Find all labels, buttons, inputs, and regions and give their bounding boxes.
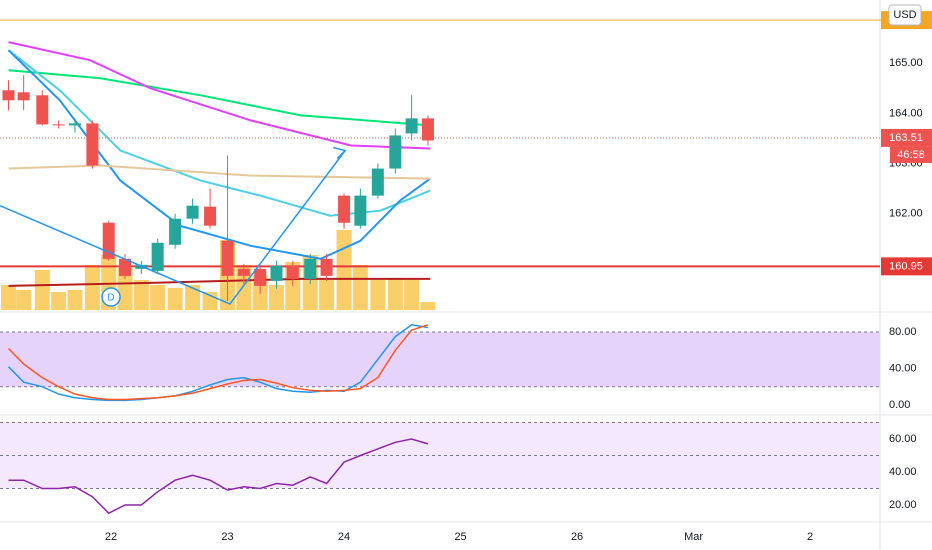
currency-label[interactable]: USD <box>893 9 916 21</box>
currency-box[interactable] <box>888 4 922 26</box>
volume-bar <box>34 270 50 310</box>
candle-body <box>371 168 384 196</box>
candle-body <box>421 118 434 141</box>
moving-average <box>8 277 431 287</box>
candle-body <box>270 265 283 281</box>
candle-body <box>320 258 333 276</box>
candle-body <box>304 258 317 279</box>
y-tick-label: 40.00 <box>889 466 917 478</box>
level-label: 160.95 <box>889 260 923 272</box>
volume-bar <box>84 265 100 310</box>
volume-bar <box>117 268 133 310</box>
candle-body <box>389 135 402 169</box>
dividend-badge <box>101 287 121 307</box>
last-price-label: 163.51 <box>889 132 923 144</box>
moving-average <box>7 49 431 217</box>
last-price-tag <box>881 128 932 147</box>
moving-average <box>8 164 431 180</box>
volume-bar <box>319 280 335 310</box>
countdown-tag <box>890 146 932 163</box>
y-tick-label: 40.00 <box>889 362 917 374</box>
y-tick-label: 0.00 <box>889 399 910 411</box>
y-tick-label: 165.00 <box>889 57 923 69</box>
volume-bar <box>51 292 67 310</box>
candle-body <box>68 123 81 126</box>
trend-drawing <box>0 150 346 305</box>
y-tick-label: 80.00 <box>889 326 917 338</box>
x-tick-label: 25 <box>454 531 466 543</box>
y-tick-label: 60.00 <box>889 433 917 445</box>
arrow-head <box>333 146 347 160</box>
volume-bar <box>133 280 149 310</box>
volume-bar <box>1 285 17 310</box>
candle-body <box>237 268 250 276</box>
candle-body <box>169 218 182 245</box>
candle-body <box>119 258 132 276</box>
dividend-badge-label: D <box>107 293 114 304</box>
candle-body <box>186 205 199 219</box>
countdown-label: 46:58 <box>897 149 925 161</box>
volume-bar <box>185 285 201 310</box>
candle-body <box>204 206 217 226</box>
moving-average <box>8 41 431 150</box>
volume-bar <box>352 265 368 310</box>
plot-layer: 22 23 24 25 26 Mar 2160.95162.00163.00164.0016… <box>0 11 932 543</box>
candle-body <box>102 222 115 259</box>
candle-body <box>286 265 299 279</box>
x-tick-label: 22 <box>105 531 117 543</box>
y-tick-label: 20.00 <box>889 499 917 511</box>
candle-body <box>405 118 418 134</box>
candle-body <box>354 195 367 226</box>
oscillator-line <box>8 438 429 515</box>
volume-bar <box>404 280 420 310</box>
moving-average <box>8 69 431 127</box>
moving-average <box>7 49 431 260</box>
candle-body <box>151 242 164 271</box>
x-tick-label: 2 <box>807 531 813 543</box>
candle-body <box>338 195 351 223</box>
volume-bar <box>420 302 436 310</box>
level-tag <box>881 257 932 276</box>
x-tick-label: Mar <box>684 531 703 543</box>
volume-bar <box>336 230 352 310</box>
oscillator-line <box>7 324 429 402</box>
volume-bar <box>370 280 386 310</box>
candle-body <box>36 95 49 125</box>
candle-body <box>52 124 65 126</box>
volume-bar <box>67 290 83 310</box>
x-tick-label: 23 <box>221 531 233 543</box>
candle-body <box>17 92 30 101</box>
volume-bar <box>167 288 183 310</box>
x-tick-label: 26 <box>571 531 583 543</box>
candle-body <box>86 123 99 166</box>
volume-bar <box>268 285 284 310</box>
volume-bar <box>202 292 218 310</box>
volume-bar <box>387 278 403 310</box>
volume-bar <box>150 285 166 310</box>
candle-body <box>2 90 15 101</box>
y-tick-label: 162.00 <box>889 208 923 220</box>
candle-body <box>254 268 267 286</box>
oscillator-band <box>0 332 880 387</box>
candle-body <box>221 240 234 276</box>
oscillator-line <box>7 324 429 401</box>
volume-bar <box>236 265 252 310</box>
volume-bar <box>16 290 32 310</box>
x-tick-label: 24 <box>338 531 350 543</box>
y-tick-label: 164.00 <box>889 107 923 119</box>
